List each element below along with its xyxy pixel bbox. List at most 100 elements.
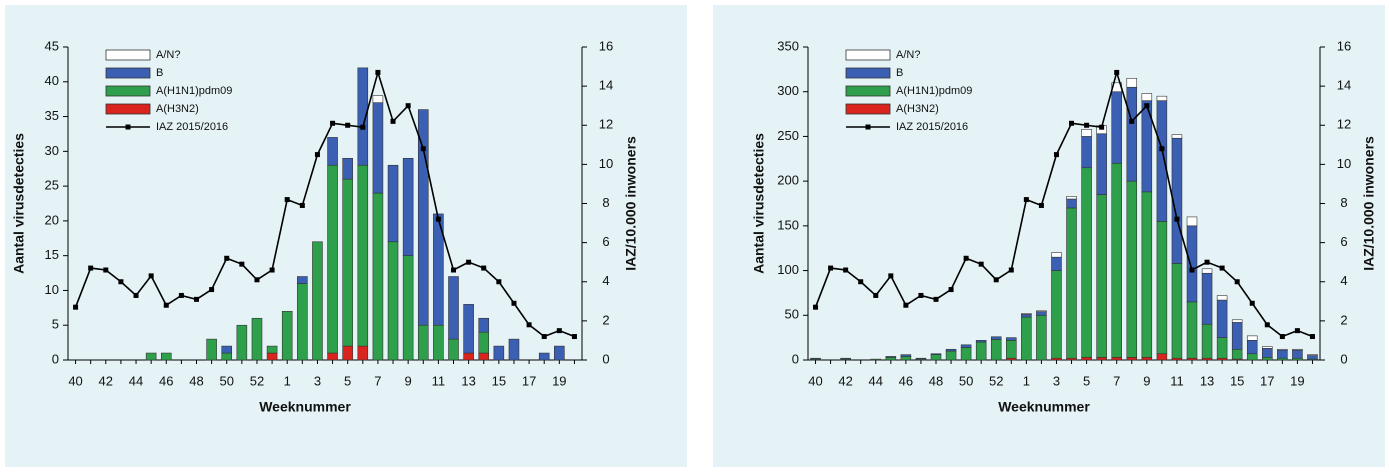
x-tick-label: 42 <box>99 373 113 388</box>
bar-segment <box>463 304 474 354</box>
bar-segment <box>387 241 399 361</box>
bar-segment <box>885 357 897 361</box>
bar-segment <box>1036 311 1047 316</box>
bar-segment <box>1081 128 1092 137</box>
bar-segment <box>433 213 444 326</box>
y-tick-label: 10 <box>45 282 59 297</box>
bar-segment <box>221 345 233 354</box>
x-tick-label: 52 <box>989 373 1003 388</box>
bar-segment <box>1186 216 1198 227</box>
bar-segment <box>1126 86 1138 182</box>
y2-tick-label: 14 <box>599 78 613 93</box>
x-tick-label: 48 <box>929 373 943 388</box>
line-marker <box>209 287 215 293</box>
bar-segment <box>342 178 353 347</box>
bar-segment <box>1171 263 1183 359</box>
x-tick-label: 9 <box>405 373 412 388</box>
bar-segment <box>1021 313 1032 315</box>
bar-segment <box>1231 322 1243 350</box>
bar-segment <box>1126 180 1138 358</box>
bar-segment <box>1006 337 1017 341</box>
y-tick-label: 30 <box>45 143 59 158</box>
bar-segment <box>538 352 550 361</box>
y-tick-label: 300 <box>777 83 799 98</box>
y2-tick-label: 10 <box>1337 156 1351 171</box>
bar-segment <box>297 276 308 284</box>
bar-segment <box>221 352 233 361</box>
line-marker <box>1114 69 1120 75</box>
y2-tick-label: 16 <box>1337 38 1351 53</box>
bar-segment <box>236 324 248 361</box>
line-marker <box>541 334 547 340</box>
legend-label: A/N? <box>896 49 920 61</box>
x-tick-label: 3 <box>1053 373 1060 388</box>
bar-segment <box>1141 357 1153 361</box>
bar-segment <box>1021 316 1032 361</box>
line-marker <box>103 267 109 273</box>
line-marker <box>133 292 139 298</box>
bar-segment <box>357 67 369 166</box>
bar-segment <box>1066 198 1077 209</box>
legend-label: A/N? <box>156 49 180 61</box>
bar-segment <box>1021 314 1032 318</box>
x-tick-label: 15 <box>1230 373 1244 388</box>
bar-segment <box>1066 196 1077 200</box>
y2-tick-label: 8 <box>602 195 609 210</box>
line-marker <box>451 267 456 273</box>
legend-swatch <box>105 85 151 97</box>
y-tick-label: 20 <box>45 212 59 227</box>
x-tick-label: 17 <box>1260 373 1274 388</box>
bar-segment <box>266 352 278 361</box>
line-marker <box>903 302 909 308</box>
legend-swatch <box>105 67 151 79</box>
bar-segment <box>1307 355 1318 360</box>
y2-tick-label: 16 <box>599 38 613 53</box>
bar-segment <box>840 357 851 360</box>
bar-segment <box>1277 348 1288 351</box>
bar-segment <box>1096 194 1107 358</box>
bar-segment <box>342 345 353 361</box>
bar-segment <box>433 324 444 361</box>
bar-segment <box>1262 357 1273 361</box>
line-marker <box>1069 120 1075 126</box>
line <box>74 69 575 338</box>
line-marker <box>299 202 305 208</box>
legend-label: IAZ 2015/2016 <box>896 121 968 133</box>
bar-segment <box>1156 95 1168 101</box>
x-tick-label: 48 <box>189 373 203 388</box>
line-marker <box>1189 267 1195 273</box>
line-marker <box>978 261 984 267</box>
line-marker <box>314 152 320 158</box>
bar-segment <box>1156 221 1168 355</box>
x-tick-label: 5 <box>344 373 351 388</box>
x-tick-label: 44 <box>129 373 143 388</box>
x-tick-label: 5 <box>1083 373 1090 388</box>
bar-segment <box>1201 323 1213 359</box>
bar-segment <box>1156 353 1168 361</box>
bar-segment <box>1111 357 1122 361</box>
bar-segment <box>463 352 474 361</box>
legend-label: A(H1N1)pdm09 <box>156 85 232 97</box>
bar-segment <box>990 336 1002 340</box>
line-marker <box>1294 328 1300 334</box>
legend-label: A(H3N2) <box>896 103 939 115</box>
y-tick-label: 5 <box>52 317 59 332</box>
line-marker <box>858 279 864 285</box>
legend-swatch <box>845 103 891 115</box>
line-marker <box>1053 152 1059 158</box>
y2-tick-label: 14 <box>1337 78 1351 93</box>
x-tick-label: 1 <box>284 373 291 388</box>
y-tick-label: 150 <box>777 217 799 232</box>
bar-segment <box>1081 136 1092 169</box>
bar-segment <box>1262 346 1273 349</box>
line-marker <box>1099 124 1105 130</box>
x-tick-label: 13 <box>461 373 475 388</box>
line-marker <box>466 259 472 265</box>
line-marker <box>1129 118 1135 124</box>
x-tick-label: 40 <box>68 373 82 388</box>
y2-tick-label: 0 <box>1340 351 1347 366</box>
y2-tick-label: 4 <box>602 273 609 288</box>
bar-segment <box>1231 319 1243 323</box>
bar-segment <box>1262 348 1273 358</box>
